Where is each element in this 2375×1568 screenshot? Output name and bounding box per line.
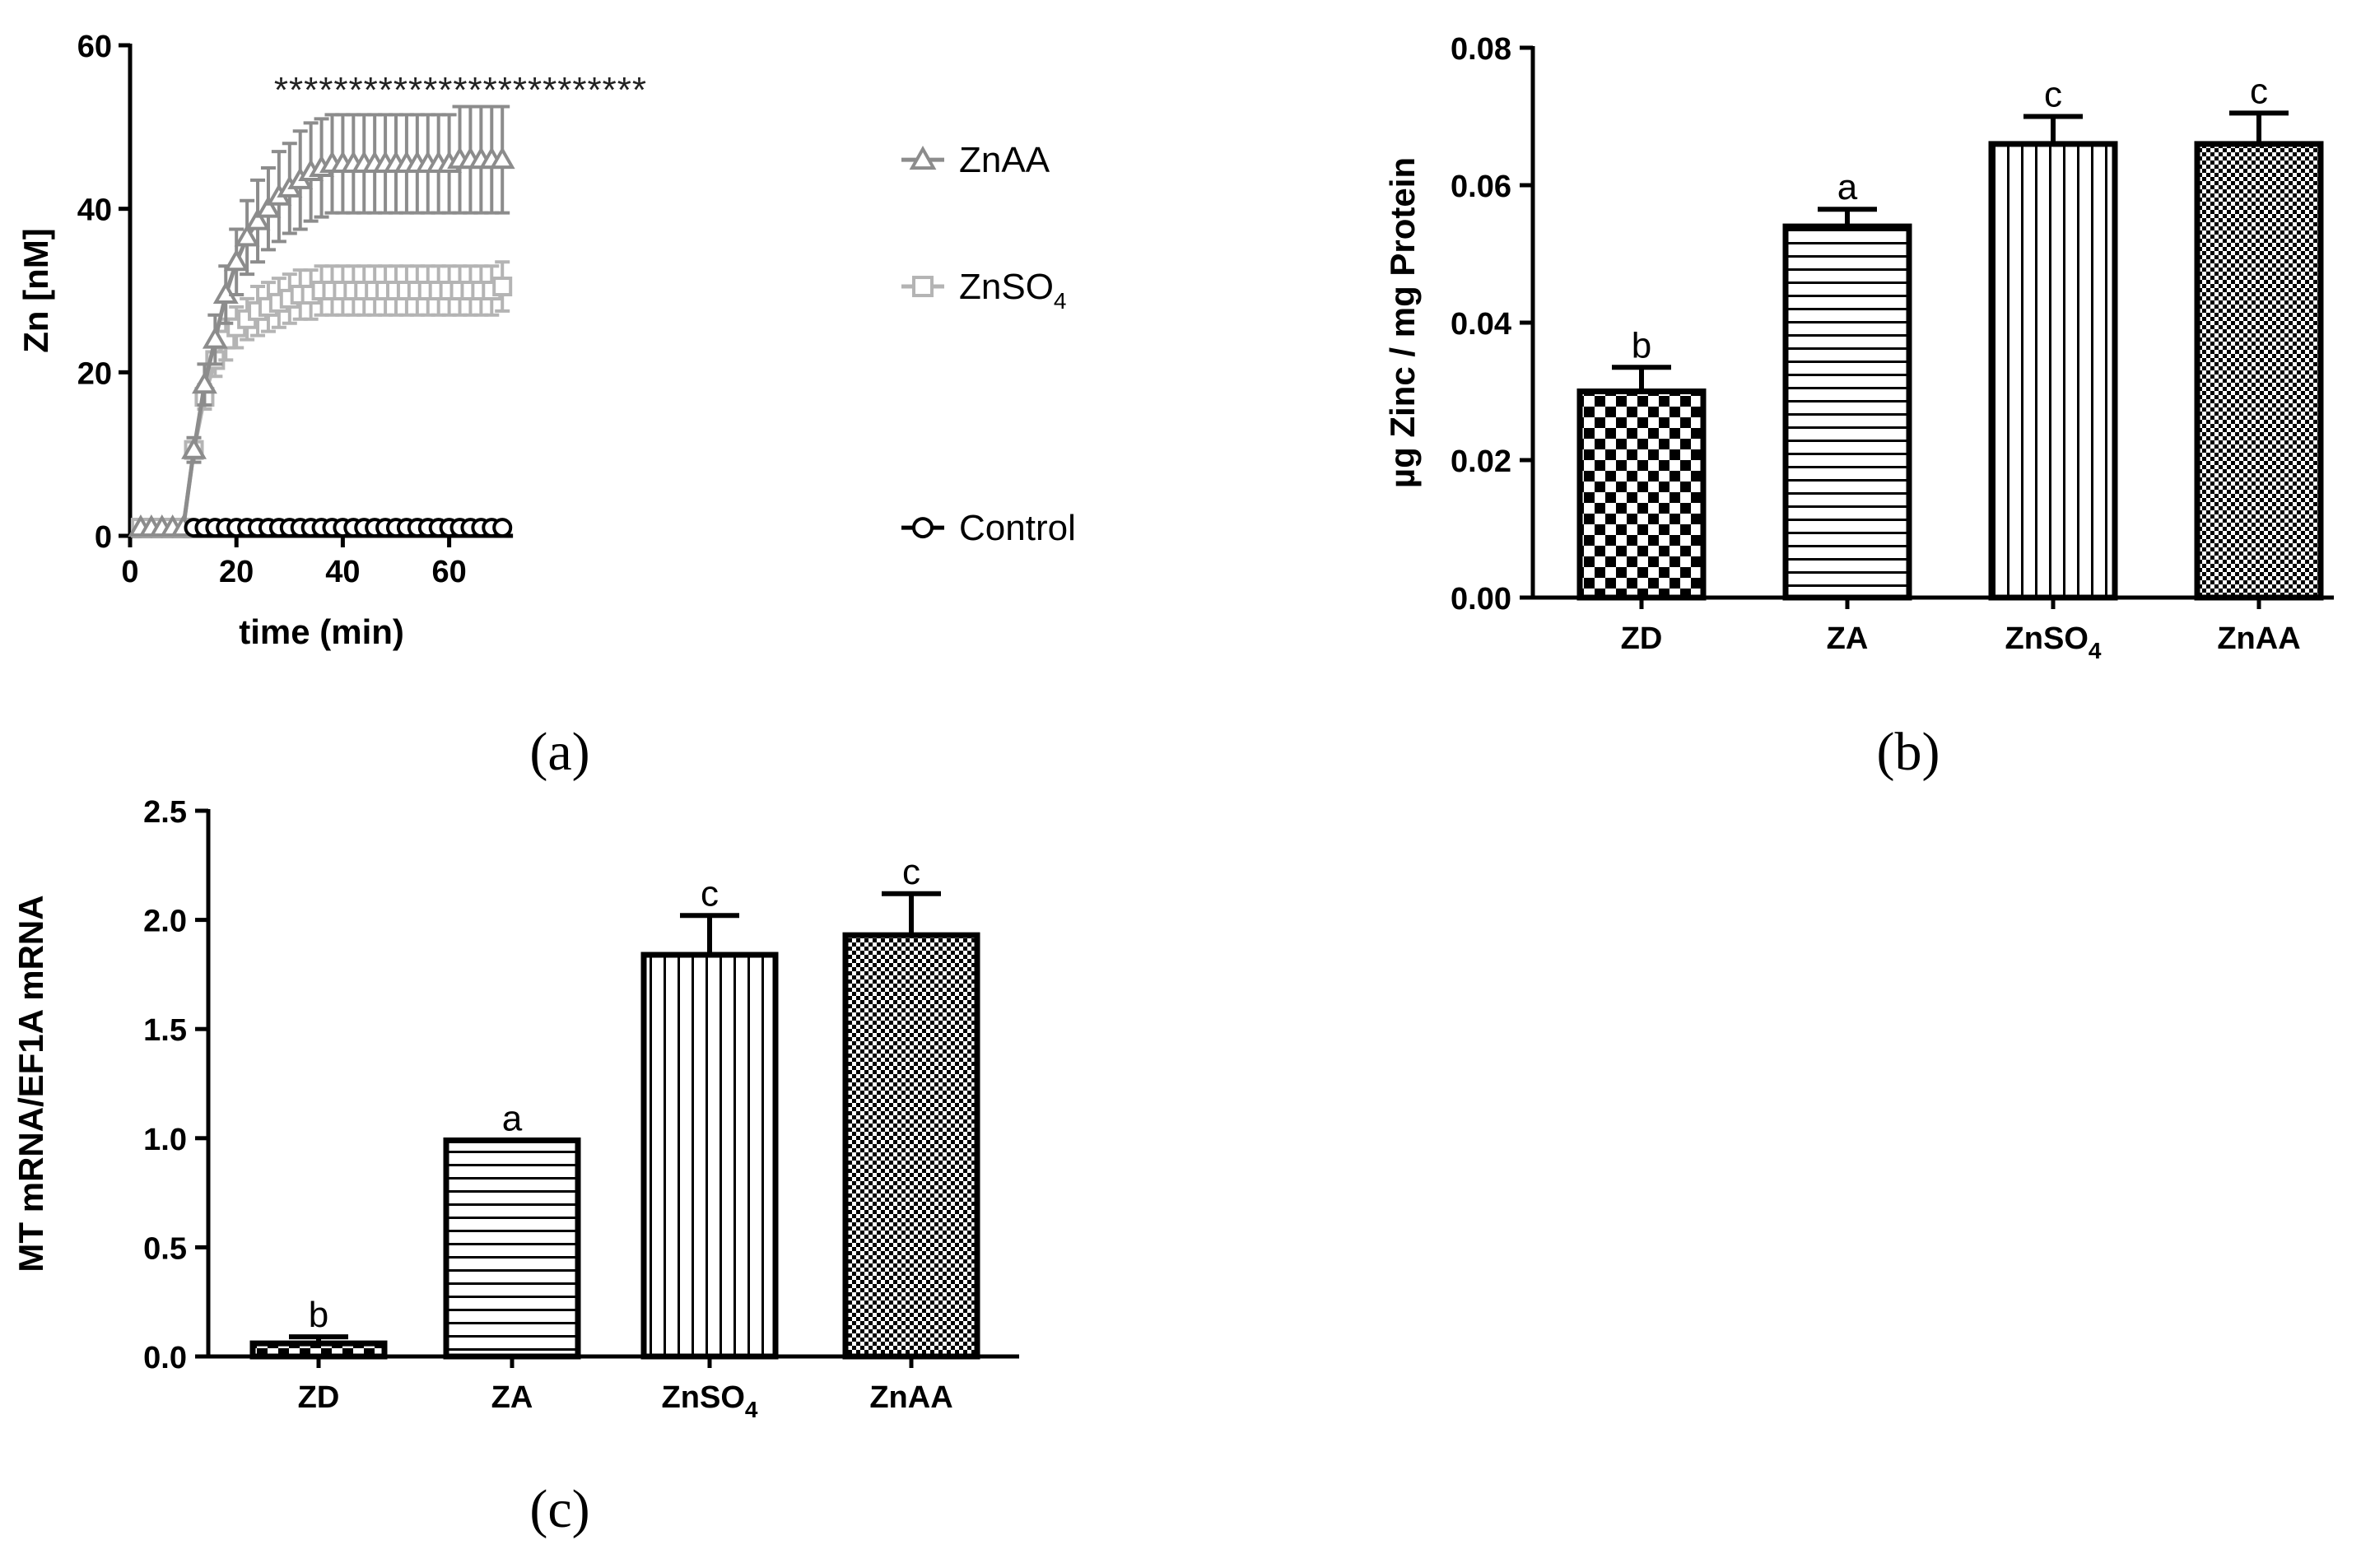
panel-label-a: (a) <box>529 722 589 782</box>
legend-item-control: Control <box>901 508 1076 548</box>
x-tick-label-znaa: ZnAA <box>869 1380 952 1415</box>
legend-marker-znso4 <box>912 276 934 298</box>
x-tick-label-znso4: ZnSO4 <box>662 1380 758 1422</box>
y-tick-label-c: 0.0 <box>143 1341 187 1375</box>
series-line-znso4 <box>140 284 504 530</box>
panel-label-b: (b) <box>1877 722 1940 782</box>
y-tick-label-a: 60 <box>77 30 112 64</box>
bar-znaa <box>842 932 980 1360</box>
bar-za <box>1782 223 1912 601</box>
significance-stars: ************************* <box>274 70 647 110</box>
y-tick-label-b: 0.04 <box>1451 307 1511 342</box>
y-axis-label-b: µg Zinc / mg Protein <box>1383 157 1422 488</box>
chart-a-zn-time-course: 0 20 40 60 0 20 40 60 time (min) Zn [nM] *********… <box>16 30 1076 651</box>
bar-znaa <box>2194 141 2324 601</box>
data-point-znaa <box>202 326 228 349</box>
y-tick-label-b: 0.02 <box>1451 444 1511 479</box>
x-tick-label-znso4: ZnSO4 <box>2005 621 2102 663</box>
data-point-znaa <box>489 147 515 170</box>
significance-letter-znaa: c <box>2250 71 2268 111</box>
bar-znso4 <box>640 952 779 1360</box>
significance-letter-znso4: c <box>701 873 719 914</box>
legend-marker-control <box>912 517 934 539</box>
y-tick-label-a: 20 <box>77 356 112 391</box>
significance-letter-zd: b <box>309 1295 328 1335</box>
panel-label-c: (c) <box>529 1479 589 1539</box>
y-tick-label-a: 0 <box>95 520 112 555</box>
data-point-znso4 <box>492 277 513 297</box>
y-axis-label-c: MT mRNA/EF1A mRNA <box>12 895 50 1272</box>
y-tick-label-b: 0.06 <box>1451 170 1511 204</box>
y-tick-label-a: 40 <box>77 193 112 228</box>
y-tick-label-c: 1.0 <box>143 1123 187 1157</box>
legend-marker-znaa <box>909 146 937 170</box>
data-point-control <box>492 518 513 538</box>
bar-za <box>443 1137 581 1360</box>
y-tick-label-c: 2.5 <box>143 795 187 830</box>
data-point-znaa <box>244 207 271 230</box>
bar-znso4 <box>1988 141 2118 601</box>
legend-label-control: Control <box>959 508 1076 548</box>
legend-label-znaa: ZnAA <box>959 140 1050 180</box>
y-tick-label-b: 0.08 <box>1451 32 1511 67</box>
x-tick-label-za: ZA <box>1827 621 1869 656</box>
legend-item-znso4: ZnSO4 <box>901 267 1067 314</box>
x-tick-label-zd: ZD <box>298 1380 340 1415</box>
x-tick-label-znaa: ZnAA <box>2217 621 2300 656</box>
y-tick-label-c: 1.5 <box>143 1013 187 1048</box>
bar-zd <box>249 1340 388 1360</box>
x-tick-label-a: 0 <box>121 555 138 589</box>
y-tick-label-b: 0.00 <box>1451 582 1511 616</box>
y-axis-label-a: Zn [nM] <box>16 228 55 353</box>
data-point-znaa <box>223 249 249 272</box>
significance-letter-znaa: c <box>902 852 920 892</box>
y-tick-label-c: 2.0 <box>143 905 187 939</box>
bar-zd <box>1576 389 1707 601</box>
significance-letter-za: a <box>1837 167 1858 207</box>
x-tick-label-zd: ZD <box>1621 621 1663 656</box>
x-tick-label-a: 60 <box>431 555 466 589</box>
chart-c-mt-mrna-bars: 0.0 0.5 1.0 1.5 2.0 2.5 MT mRNA/EF1A mRNA b ZD a Z… <box>12 795 1019 1422</box>
x-axis-label-a: time (min) <box>239 612 404 651</box>
y-tick-label-c: 0.5 <box>143 1231 187 1266</box>
significance-letter-za: a <box>502 1098 523 1138</box>
data-point-znaa <box>234 224 260 247</box>
x-tick-label-a: 40 <box>325 555 360 589</box>
legend-item-znaa: ZnAA <box>901 140 1050 180</box>
x-tick-label-a: 20 <box>219 555 254 589</box>
data-point-znaa <box>181 436 207 459</box>
chart-b-zinc-protein-bars: 0.00 0.02 0.04 0.06 0.08 µg Zinc / mg Protein… <box>1383 32 2334 663</box>
data-point-znaa <box>255 195 282 218</box>
significance-letter-znso4: c <box>2044 75 2062 115</box>
significance-letter-zd: b <box>1632 325 1651 365</box>
data-point-znaa <box>191 371 217 394</box>
x-tick-label-za: ZA <box>491 1380 533 1415</box>
legend-label-znso4: ZnSO4 <box>959 267 1067 314</box>
